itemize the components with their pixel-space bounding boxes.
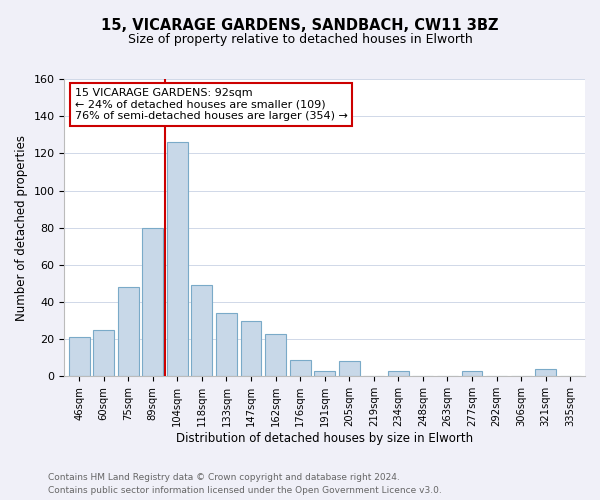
Bar: [388, 371, 409, 376]
Bar: [339, 362, 359, 376]
Text: 15, VICARAGE GARDENS, SANDBACH, CW11 3BZ: 15, VICARAGE GARDENS, SANDBACH, CW11 3BZ: [101, 18, 499, 32]
Text: 15 VICARAGE GARDENS: 92sqm
← 24% of detached houses are smaller (109)
76% of sem: 15 VICARAGE GARDENS: 92sqm ← 24% of deta…: [75, 88, 347, 121]
Bar: [142, 228, 163, 376]
Bar: [167, 142, 188, 376]
Y-axis label: Number of detached properties: Number of detached properties: [15, 134, 28, 320]
Text: Contains HM Land Registry data © Crown copyright and database right 2024.: Contains HM Land Registry data © Crown c…: [48, 474, 400, 482]
Bar: [118, 287, 139, 376]
Bar: [216, 313, 237, 376]
Bar: [265, 334, 286, 376]
Bar: [535, 369, 556, 376]
X-axis label: Distribution of detached houses by size in Elworth: Distribution of detached houses by size …: [176, 432, 473, 445]
Bar: [290, 360, 311, 376]
Text: Contains public sector information licensed under the Open Government Licence v3: Contains public sector information licen…: [48, 486, 442, 495]
Bar: [69, 338, 89, 376]
Text: Size of property relative to detached houses in Elworth: Size of property relative to detached ho…: [128, 32, 472, 46]
Bar: [241, 320, 262, 376]
Bar: [314, 371, 335, 376]
Bar: [461, 371, 482, 376]
Bar: [191, 286, 212, 376]
Bar: [93, 330, 114, 376]
